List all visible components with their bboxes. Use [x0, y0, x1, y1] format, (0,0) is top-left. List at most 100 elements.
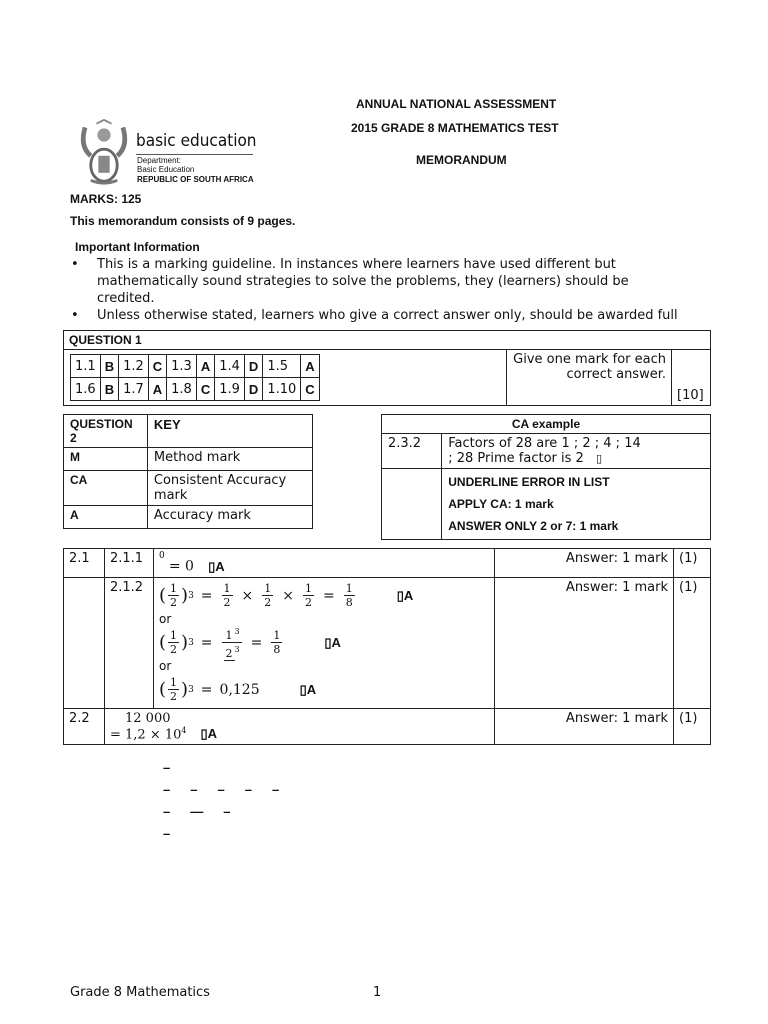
expr3: 123 = 0,125 ▯A [159, 674, 489, 706]
expr3-value: 0,125 [219, 681, 260, 698]
accuracy-mark: ▯A [396, 587, 414, 603]
denominator: 8 [273, 643, 281, 656]
or-label: or [159, 658, 172, 673]
key-label: Method mark [146, 447, 314, 471]
stray-dashes: – – – – – – – — – – [163, 757, 711, 845]
exponent: 0 [159, 551, 165, 561]
logo-divider [136, 154, 253, 155]
numerator: 1 [168, 629, 180, 643]
key-code: M [63, 447, 148, 471]
q2-2-number: 2.2 [63, 707, 105, 746]
denominator: 2 [264, 596, 272, 609]
table-row: 1.6 B 1.7 A 1.8 C 1.9 D 1.10 C [70, 377, 320, 401]
dash: – [217, 782, 225, 798]
header-line2: 2015 GRADE 8 MATHEMATICS TEST [351, 121, 559, 135]
numerator: 1 [262, 582, 274, 596]
key-title: KEY [146, 414, 314, 448]
q1-note-line1: Give one mark for each [513, 352, 666, 367]
q-number: 1.8 [166, 377, 197, 401]
q-number: 1.7 [118, 377, 149, 401]
times: × [241, 587, 254, 604]
table-row: 1.1 B 1.2 C 1.3 A 1.4 D 1.5 A [70, 354, 320, 378]
or-label: or [159, 611, 172, 626]
ca-example-line3: UNDERLINE ERROR IN LIST [448, 475, 610, 489]
q-answer: D [243, 354, 264, 378]
equals: = [200, 634, 213, 651]
q-answer: C [147, 354, 168, 378]
score: (1) [673, 576, 711, 709]
q-answer: B [99, 354, 120, 378]
q1-total: [10] [671, 349, 711, 406]
key-code: CA [63, 470, 148, 506]
numerator: 1 [168, 582, 180, 596]
table-row: A Accuracy mark [63, 505, 314, 529]
exponent: 3 [234, 627, 240, 637]
q-number: 1.5 [262, 354, 302, 378]
key-table: QUESTION 2 KEY M Method mark CA Consiste… [63, 414, 314, 529]
bullet: • [71, 308, 79, 323]
question1-table: QUESTION 1 1.1 B 1.2 C 1.3 A 1.4 D 1.5 A 1.6 B… [63, 330, 711, 406]
footer-title: Grade 8 Mathematics [70, 985, 210, 1000]
table-row: 2.1.2 (123 = 12 × 12 × 12 = 18 ▯A or 123 [63, 576, 711, 709]
denominator: 2 [305, 596, 312, 609]
dash: – [190, 782, 198, 798]
question1-title: QUESTION 1 [63, 330, 711, 350]
q-answer: C [195, 377, 216, 401]
key-label-cont: mark [153, 488, 188, 503]
document-body: Important Information • This is a markin… [63, 238, 711, 845]
important-bullet2-text: Unless otherwise stated, learners who gi… [97, 308, 678, 323]
exponent: 3 [188, 590, 194, 601]
important-heading: Important Information [75, 240, 200, 254]
equals: = [200, 587, 213, 604]
numerator: 1 [168, 676, 180, 690]
numerator: 1 [303, 582, 314, 596]
q-answer: D [243, 377, 264, 401]
dash: — [190, 804, 204, 820]
score: (1) [673, 707, 711, 746]
q-number: 1.6 [70, 377, 101, 401]
exponent: 3 [188, 684, 194, 695]
logo-name: basic education [136, 131, 257, 151]
equals: = [200, 681, 213, 698]
equals: = [250, 634, 263, 651]
dash: – [244, 782, 252, 798]
q-number: 1.4 [214, 354, 245, 378]
ca-example-line5: ANSWER ONLY 2 or 7: 1 mark [448, 519, 619, 533]
numerator: 1 [223, 629, 235, 643]
ca-example-title: CA example [381, 414, 711, 434]
expr1: (123 = 12 × 12 × 12 = 18 ▯A [159, 580, 489, 612]
score: (1) [673, 548, 711, 578]
q2-1-1-expr: = 0 [168, 558, 194, 575]
important-bullet2: • Unless otherwise stated, learners who … [63, 307, 711, 324]
page-number: 1 [373, 985, 382, 1000]
table-row: 2.1 2.1.1 0 = 0 ▯A Answer: 1 mark (1) [63, 548, 711, 578]
dash: – [163, 804, 171, 820]
q-number: 1.3 [166, 354, 197, 378]
exponent: 3 [234, 645, 240, 654]
important-bullet1-line2: mathematically sound strategies to solve… [97, 274, 629, 289]
dash: – [163, 782, 171, 798]
answer-mark: Answer: 1 mark [494, 707, 674, 746]
q2-1-1-number: 2.1.1 [104, 548, 154, 578]
dash: – [163, 826, 171, 842]
tick-icon: ▯ [595, 452, 603, 465]
paren: ( [159, 585, 167, 606]
table-row: CA Consistent Accuracy mark [63, 470, 314, 506]
q-answer: B [99, 377, 120, 401]
exponent: 3 [188, 637, 194, 648]
q-answer: A [147, 377, 168, 401]
key-label: Accuracy mark [146, 505, 314, 529]
q-answer: A [300, 354, 320, 378]
exponent: 4 [181, 725, 187, 735]
q-answer: C [300, 377, 320, 401]
marks-total: MARKS: 125 [70, 192, 142, 206]
dash: – [163, 760, 171, 776]
question2-title: QUESTION 2 [63, 414, 148, 448]
ca-example-table: CA example 2.3.2 Factors of 28 are 1 ; 2… [380, 414, 711, 540]
q2-2-value: 12 000 [125, 710, 171, 726]
q2-1-number: 2.1 [63, 548, 105, 578]
ca-example-line4: APPLY CA: 1 mark [448, 497, 554, 511]
logo-country: REPUBLIC OF SOUTH AFRICA [137, 175, 254, 184]
q2-2-answer: = 1,2 × 10 [110, 726, 182, 742]
